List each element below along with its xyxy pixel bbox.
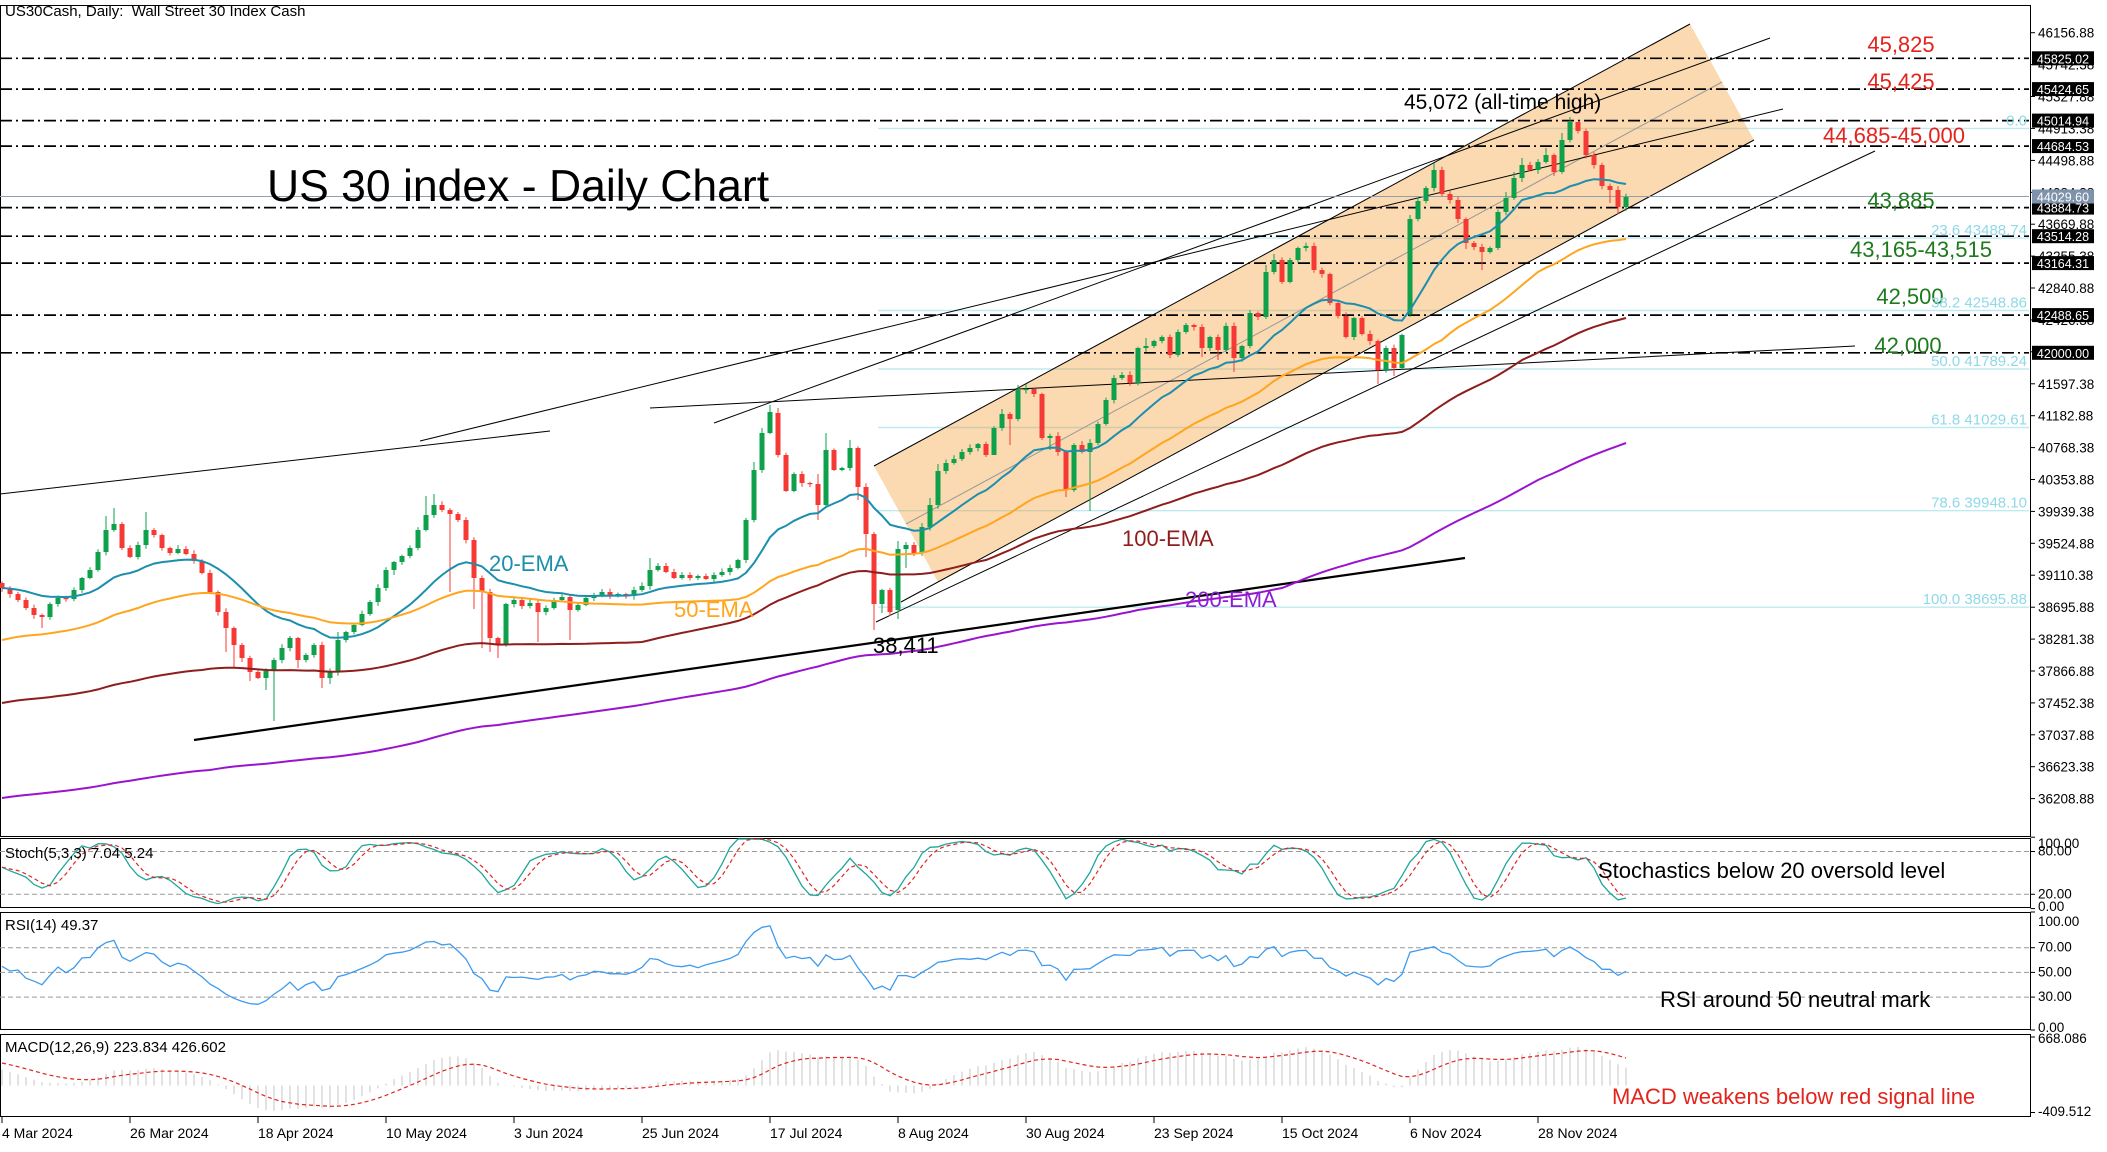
svg-text:45,425: 45,425 xyxy=(1867,69,1934,94)
svg-text:43,165-43,515: 43,165-43,515 xyxy=(1850,237,1992,262)
svg-text:-409.512: -409.512 xyxy=(2038,1104,2091,1119)
svg-text:37452.38: 37452.38 xyxy=(2038,696,2094,711)
svg-text:37866.88: 37866.88 xyxy=(2038,664,2094,679)
svg-text:50.00: 50.00 xyxy=(2038,964,2072,979)
svg-text:40768.38: 40768.38 xyxy=(2038,441,2094,456)
svg-text:39110.38: 39110.38 xyxy=(2038,568,2093,583)
svg-text:100.00: 100.00 xyxy=(2038,836,2079,851)
svg-text:4 Mar 2024: 4 Mar 2024 xyxy=(2,1125,73,1141)
svg-text:25 Jun 2024: 25 Jun 2024 xyxy=(642,1125,719,1141)
svg-text:37037.88: 37037.88 xyxy=(2038,728,2094,743)
svg-text:0.00: 0.00 xyxy=(2038,899,2064,914)
svg-text:28 Nov 2024: 28 Nov 2024 xyxy=(1538,1125,1618,1141)
svg-text:36623.38: 36623.38 xyxy=(2038,760,2094,775)
svg-text:42,500: 42,500 xyxy=(1876,284,1943,309)
svg-text:US 30 index - Daily Chart: US 30 index - Daily Chart xyxy=(267,162,770,211)
svg-text:43,885: 43,885 xyxy=(1867,188,1934,213)
svg-text:45825.02: 45825.02 xyxy=(2037,52,2089,66)
svg-text:RSI around 50 neutral mark: RSI around 50 neutral mark xyxy=(1660,987,1931,1012)
svg-text:RSI(14) 49.37: RSI(14) 49.37 xyxy=(5,917,98,934)
svg-text:45014.94: 45014.94 xyxy=(2037,115,2089,129)
svg-text:17 Jul 2024: 17 Jul 2024 xyxy=(770,1125,843,1141)
svg-text:8 Aug 2024: 8 Aug 2024 xyxy=(898,1125,969,1141)
svg-text:38695.88: 38695.88 xyxy=(2038,600,2094,615)
svg-text:44498.88: 44498.88 xyxy=(2038,153,2094,168)
svg-text:20-EMA: 20-EMA xyxy=(489,551,569,576)
svg-text:MACD(12,26,9) 223.834 426.602: MACD(12,26,9) 223.834 426.602 xyxy=(5,1039,226,1056)
svg-text:39524.88: 39524.88 xyxy=(2038,536,2094,551)
svg-text:45,072 (all-time high): 45,072 (all-time high) xyxy=(1404,91,1601,114)
svg-text:43514.28: 43514.28 xyxy=(2037,230,2089,244)
svg-text:40353.88: 40353.88 xyxy=(2038,473,2094,488)
svg-text:78.6 39948.10: 78.6 39948.10 xyxy=(1931,495,2027,512)
svg-text:0.00: 0.00 xyxy=(2038,1020,2064,1035)
svg-text:668.086: 668.086 xyxy=(2038,1031,2087,1046)
svg-text:45424.65: 45424.65 xyxy=(2037,83,2089,97)
svg-text:41182.88: 41182.88 xyxy=(2038,409,2093,424)
svg-text:42,000: 42,000 xyxy=(1874,333,1941,358)
svg-text:42840.88: 42840.88 xyxy=(2038,281,2094,296)
svg-text:44,685-45,000: 44,685-45,000 xyxy=(1823,123,1965,148)
svg-text:38.2 42548.86: 38.2 42548.86 xyxy=(1931,295,2027,312)
svg-text:44684.53: 44684.53 xyxy=(2037,140,2089,154)
svg-text:6 Nov 2024: 6 Nov 2024 xyxy=(1410,1125,1482,1141)
svg-text:30.00: 30.00 xyxy=(2038,989,2072,1004)
svg-text:45,825: 45,825 xyxy=(1867,32,1934,57)
svg-text:39939.38: 39939.38 xyxy=(2038,504,2094,519)
svg-text:41597.38: 41597.38 xyxy=(2038,377,2094,392)
svg-text:42000.00: 42000.00 xyxy=(2037,347,2089,361)
svg-text:23 Sep 2024: 23 Sep 2024 xyxy=(1154,1125,1234,1141)
svg-text:26 Mar 2024: 26 Mar 2024 xyxy=(130,1125,209,1141)
svg-text:100.0 38695.88: 100.0 38695.88 xyxy=(1923,591,2027,608)
svg-text:43669.88: 43669.88 xyxy=(2038,217,2094,232)
svg-text:100.00: 100.00 xyxy=(2038,914,2079,929)
svg-text:MACD weakens below red signal: MACD weakens below red signal line xyxy=(1612,1084,1975,1109)
svg-text:44029.60: 44029.60 xyxy=(2037,191,2089,205)
svg-text:43164.31: 43164.31 xyxy=(2037,257,2089,271)
svg-text:50.0 41789.24: 50.0 41789.24 xyxy=(1931,353,2027,370)
svg-text:43884.73: 43884.73 xyxy=(2037,202,2089,216)
svg-text:20.00: 20.00 xyxy=(2038,886,2072,901)
svg-text:38,411: 38,411 xyxy=(873,633,939,658)
svg-text:42488.65: 42488.65 xyxy=(2037,309,2089,323)
svg-text:23.6 43488.74: 23.6 43488.74 xyxy=(1931,222,2027,239)
svg-text:Stoch(5,3,3) 7.04 5.24: Stoch(5,3,3) 7.04 5.24 xyxy=(5,845,153,862)
svg-text:61.8 41029.61: 61.8 41029.61 xyxy=(1931,412,2027,429)
svg-text:US30Cash, Daily: Wall Street: US30Cash, Daily: Wall Street 30 Index Ca… xyxy=(5,3,305,20)
svg-text:10 May 2024: 10 May 2024 xyxy=(386,1125,467,1141)
svg-text:100-EMA: 100-EMA xyxy=(1122,526,1214,551)
svg-text:3 Jun 2024: 3 Jun 2024 xyxy=(514,1125,583,1141)
svg-text:200-EMA: 200-EMA xyxy=(1185,587,1277,612)
svg-text:18 Apr 2024: 18 Apr 2024 xyxy=(258,1125,334,1141)
svg-text:50-EMA: 50-EMA xyxy=(674,597,754,622)
svg-text:30 Aug 2024: 30 Aug 2024 xyxy=(1026,1125,1105,1141)
svg-text:Stochastics below 20 oversold: Stochastics below 20 oversold level xyxy=(1598,858,1945,883)
svg-text:46156.88: 46156.88 xyxy=(2038,26,2094,41)
svg-text:36208.88: 36208.88 xyxy=(2038,792,2094,807)
svg-text:38281.38: 38281.38 xyxy=(2038,632,2094,647)
svg-text:70.00: 70.00 xyxy=(2038,940,2072,955)
svg-text:80.00: 80.00 xyxy=(2038,844,2072,859)
svg-text:0.0: 0.0 xyxy=(2006,112,2027,129)
svg-text:15 Oct 2024: 15 Oct 2024 xyxy=(1282,1125,1358,1141)
